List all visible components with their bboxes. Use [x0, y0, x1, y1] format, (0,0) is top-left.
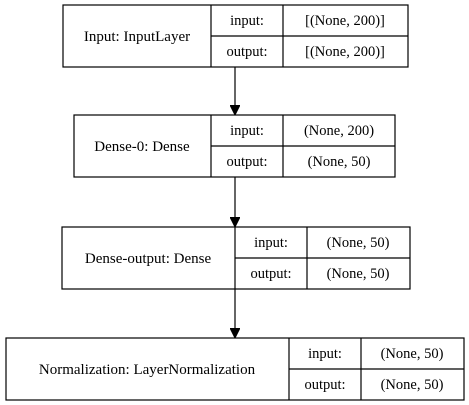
layer-node-dense-output: Dense-output: Dense input: (None, 50) ou…	[61, 226, 411, 290]
layer-name: Input: InputLayer	[84, 29, 190, 45]
output-shape: [(None, 200)]	[305, 44, 385, 60]
output-label: output:	[226, 44, 267, 60]
output-label: output:	[250, 266, 291, 282]
input-shape: (None, 200)	[304, 123, 374, 139]
output-shape: (None, 50)	[327, 266, 390, 282]
output-shape: (None, 50)	[381, 377, 444, 393]
input-label: input:	[254, 235, 288, 251]
layer-name: Normalization: LayerNormalization	[39, 362, 256, 378]
input-shape: [(None, 200)]	[305, 13, 385, 29]
input-label: input:	[308, 346, 342, 362]
output-shape: (None, 50)	[308, 154, 371, 170]
input-label: input:	[230, 13, 264, 29]
layer-node-input: Input: InputLayer input: [(None, 200)] o…	[62, 4, 409, 68]
output-label: output:	[304, 377, 345, 393]
input-shape: (None, 50)	[381, 346, 444, 362]
layer-name: Dense-0: Dense	[94, 139, 190, 155]
input-shape: (None, 50)	[327, 235, 390, 251]
layer-node-dense-0: Dense-0: Dense input: (None, 200) output…	[73, 114, 396, 178]
layer-name: Dense-output: Dense	[85, 251, 212, 267]
input-label: input:	[230, 123, 264, 139]
layer-node-normalization: Normalization: LayerNormalization input:…	[5, 337, 465, 401]
output-label: output:	[226, 154, 267, 170]
